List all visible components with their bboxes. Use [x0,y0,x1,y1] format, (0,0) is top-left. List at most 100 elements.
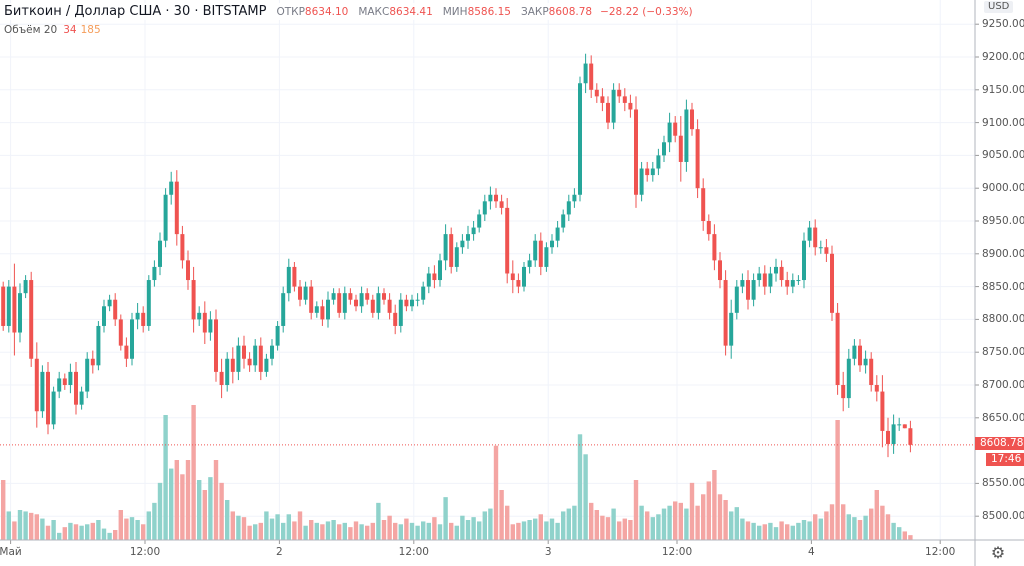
volume-bar [230,511,235,540]
volume-legend[interactable]: Объём 20 34 185 [4,24,101,37]
candle-body [247,358,252,366]
currency-label[interactable]: USD [984,1,1014,13]
candle-body [723,280,728,346]
candle-body [102,306,106,326]
volume-bar [465,520,471,540]
volume-bar [45,525,51,540]
volume-bar [617,521,622,540]
candle-body [533,240,538,261]
volume-bar [449,522,454,540]
volume-bar [202,490,207,540]
candle-body [886,430,890,445]
candle-body [6,286,11,326]
candle-body [729,312,734,346]
volume-bar [247,525,252,540]
bar-countdown-label: 17:46 [986,453,1024,466]
volume-bar [460,515,465,540]
candle-body [858,345,862,366]
candle-body [292,266,297,287]
volume-bar [34,514,39,540]
candle-body [382,293,386,300]
volume-bar [723,500,728,540]
volume-bar [639,505,644,540]
volume-bar [73,524,79,540]
volume-bar [589,502,594,540]
volume-bar [29,512,34,540]
volume-bar [661,508,667,540]
candle-body [320,306,325,320]
volume-bar [656,514,661,540]
volume-bar [790,525,795,540]
volume-bar [482,511,487,540]
volume-bar [885,514,891,540]
gear-icon[interactable]: ⚙ [990,543,1006,562]
candle-body [908,428,913,445]
candle-body [96,325,101,366]
candle-body [869,358,874,385]
volume-bar [829,504,835,540]
candle-body [561,214,566,228]
candle-body [376,293,381,313]
volume-bar [902,531,907,540]
candle-body [527,260,532,267]
symbol-title: Биткоин / Доллар США · 30 · BITSTAMP [4,4,267,19]
y-tick-label: 8500.00 [982,510,1024,523]
candle-body [443,234,448,261]
candle-body [152,266,157,281]
candle-body [202,312,207,333]
candle-body [460,240,465,248]
candle-body [298,286,302,300]
candle-body [141,312,146,326]
volume-bar [488,508,493,540]
volume-bar [544,521,549,540]
volume-bar [561,511,566,540]
candle-body [365,293,370,300]
close-label: ЗАКР [520,6,549,18]
volume-bar [409,522,415,540]
candle-body [387,299,392,313]
candle-body [146,280,151,326]
candle-body [118,319,123,346]
volume-bar [331,520,336,540]
candle-body [107,299,112,307]
y-tick-label: 8700.00 [982,379,1024,391]
volume-bar [807,521,812,540]
volume-bar [359,524,364,540]
volume-bar [555,522,560,540]
volume-label: Объём 20 [4,24,58,36]
candle-body [499,201,504,208]
candle-body [628,102,633,110]
high-label: МАКС [358,6,390,18]
candle-body [740,280,745,287]
candle-body [354,299,358,307]
volume-bar [684,508,689,540]
candle-body [891,424,896,445]
candle-body [846,358,851,399]
volume-bar [292,521,297,540]
volume-bar [253,524,258,540]
volume-bar [6,511,11,540]
volume-bar [398,524,403,540]
volume-bar [432,517,437,540]
candle-body [583,63,588,84]
volume-bar [493,445,499,540]
volume-bar [701,494,706,540]
candle-body [337,293,342,313]
volume-bar [785,524,790,540]
volume-bar [264,511,269,540]
volume-bar [678,502,683,540]
low-label: МИН [442,6,468,18]
volume-bar [314,522,319,540]
candle-body [258,345,263,372]
candle-body [1,286,6,326]
volume-bar [633,480,639,540]
volume-bar [762,524,767,540]
volume-bar [208,477,213,540]
volume-bar [566,508,571,540]
candle-body [494,194,498,202]
candle-body [880,391,885,431]
candle-body [746,280,750,300]
volume-bar [241,517,247,540]
volume-bar [645,511,650,540]
